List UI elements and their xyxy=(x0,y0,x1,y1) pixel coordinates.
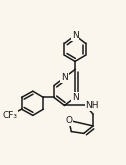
Text: N: N xyxy=(61,73,68,82)
Text: NH: NH xyxy=(86,101,99,110)
Text: N: N xyxy=(72,93,78,102)
Text: N: N xyxy=(72,31,78,40)
Text: CF₃: CF₃ xyxy=(3,111,18,119)
Text: O: O xyxy=(65,116,72,125)
